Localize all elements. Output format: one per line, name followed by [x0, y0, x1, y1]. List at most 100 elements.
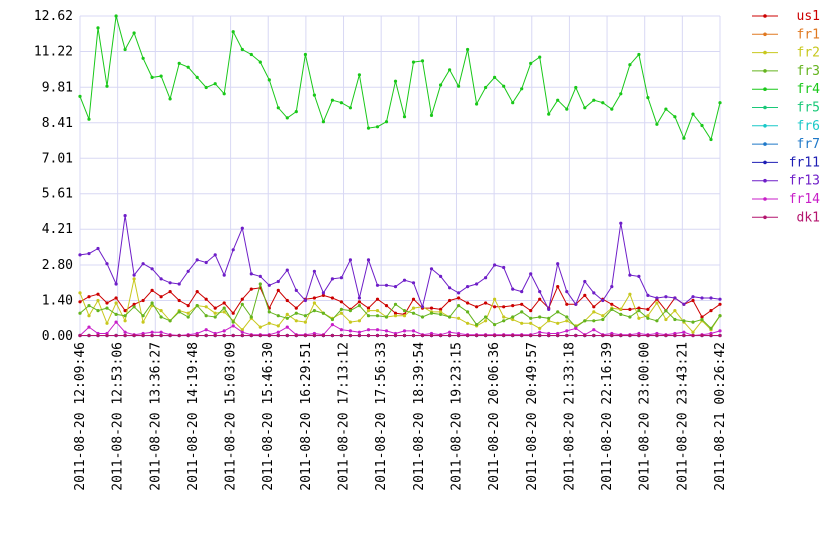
data-point: [249, 287, 253, 291]
data-point: [637, 309, 641, 313]
data-point: [339, 307, 343, 311]
data-point: [141, 333, 145, 338]
x-tick-label: 2011-08-20 23:43:21: [675, 342, 690, 491]
data-point: [78, 333, 82, 338]
data-point: [709, 326, 713, 330]
data-point: [240, 302, 244, 306]
data-point: [321, 311, 325, 315]
data-point: [96, 298, 100, 303]
data-point: [366, 309, 371, 313]
data-point: [601, 298, 605, 303]
legend-label: dk1: [797, 210, 820, 225]
data-point: [529, 316, 533, 320]
data-point: [502, 305, 506, 309]
legend-label: fr4: [797, 82, 821, 97]
data-point: [547, 319, 551, 323]
data-point: [348, 329, 352, 333]
data-point: [240, 297, 244, 301]
data-point: [655, 296, 659, 300]
data-point: [411, 297, 416, 301]
data-point: [466, 47, 470, 52]
data-point: [357, 73, 361, 77]
data-point: [78, 253, 82, 257]
data-point: [375, 297, 380, 301]
data-point: [96, 292, 100, 296]
data-point: [276, 324, 280, 328]
series-fr14: [78, 320, 722, 338]
data-point: [682, 333, 686, 338]
series-line-fr3: [79, 282, 721, 330]
data-point: [222, 273, 226, 277]
data-point: [673, 309, 677, 313]
data-point: [96, 26, 100, 30]
data-point: [96, 309, 100, 313]
data-point: [348, 333, 352, 338]
legend-label: fr1: [797, 27, 820, 42]
legend-item-dk1: dk1: [752, 210, 820, 225]
data-point: [547, 316, 551, 320]
data-point: [700, 296, 704, 300]
legend-item-us1: us1: [752, 9, 820, 24]
data-point: [457, 291, 461, 295]
data-point: [691, 298, 695, 303]
data-point: [150, 301, 154, 305]
data-point: [493, 305, 497, 309]
x-tick-label: 2011-08-20 22:16:39: [600, 342, 615, 491]
data-point: [592, 333, 596, 338]
series-line-fr4: [79, 15, 721, 141]
legend-label: fr11: [789, 155, 820, 170]
data-point: [276, 279, 280, 284]
x-tick-label: 2011-08-20 12:09:46: [73, 342, 88, 491]
data-point: [177, 310, 181, 314]
data-point: [411, 306, 416, 310]
data-point: [213, 315, 217, 319]
data-point: [718, 297, 722, 301]
data-point: [285, 298, 289, 303]
data-point: [393, 285, 398, 289]
data-point: [240, 226, 244, 230]
data-point: [249, 315, 253, 319]
data-point: [222, 306, 226, 310]
data-point: [186, 269, 190, 273]
data-point: [448, 68, 452, 72]
data-point: [267, 310, 271, 314]
legend-swatch-marker: [763, 69, 767, 73]
data-point: [520, 302, 524, 306]
data-point: [276, 288, 280, 292]
data-point: [655, 319, 659, 323]
data-point: [330, 296, 334, 300]
data-point: [105, 262, 109, 266]
legend-swatch-marker: [763, 178, 767, 183]
data-point: [420, 59, 425, 63]
data-point: [475, 102, 479, 106]
data-point: [285, 312, 289, 316]
data-point: [186, 65, 190, 69]
data-point: [610, 333, 614, 338]
data-point: [520, 290, 524, 294]
legend-item-fr14: fr14: [752, 192, 820, 207]
data-point: [709, 333, 713, 338]
data-point: [691, 320, 695, 324]
data-point: [420, 305, 425, 309]
data-point: [466, 285, 470, 289]
data-point: [402, 278, 407, 282]
data-point: [204, 328, 208, 332]
data-point: [294, 319, 298, 323]
data-point: [303, 333, 307, 338]
x-tick-label: 2011-08-20 20:49:57: [525, 342, 540, 491]
data-point: [529, 333, 533, 338]
data-point: [448, 286, 452, 290]
data-point: [123, 330, 127, 334]
data-point: [619, 312, 623, 316]
data-point: [204, 333, 208, 338]
data-point: [186, 311, 190, 315]
data-point: [240, 328, 244, 332]
data-point: [141, 56, 145, 60]
data-point: [132, 31, 136, 35]
data-point: [664, 317, 668, 322]
data-point: [150, 288, 154, 292]
data-point: [222, 301, 226, 305]
data-point: [628, 292, 632, 296]
data-point: [384, 329, 389, 333]
data-point: [664, 107, 668, 111]
